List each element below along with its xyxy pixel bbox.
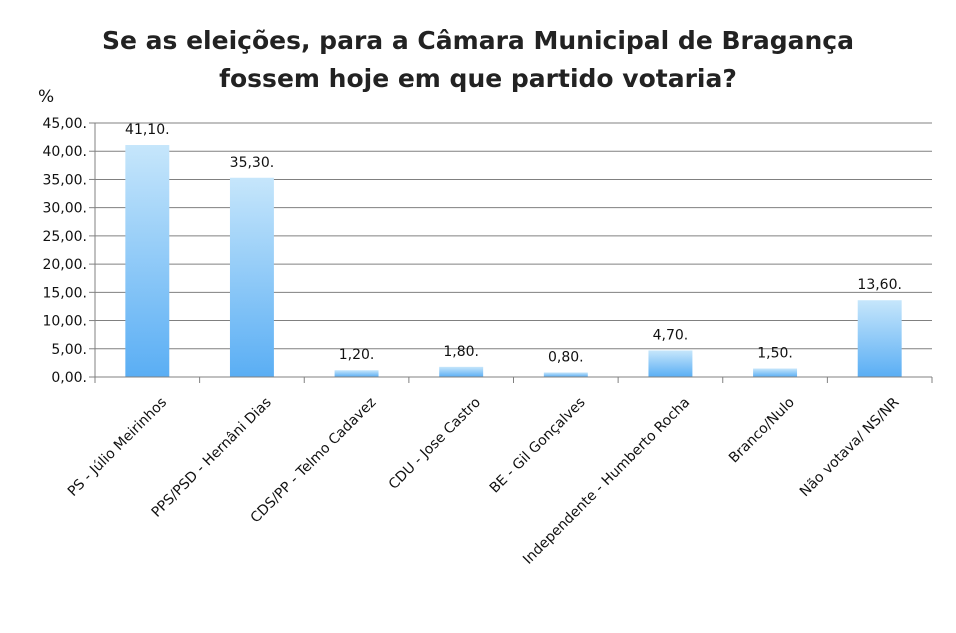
data-label: 41,10. [125, 122, 170, 138]
data-label: 1,80. [443, 344, 479, 360]
chart-title-line-2: fossem hoje em que partido votaria? [219, 64, 737, 93]
data-label: 4,70. [653, 327, 689, 343]
data-label: 0,80. [548, 349, 584, 365]
data-label: 35,30. [230, 155, 275, 171]
data-label: 13,60. [857, 277, 902, 293]
y-tick-label: 45,00. [42, 116, 87, 132]
y-tick-label: 20,00. [42, 257, 87, 273]
y-tick-label: 5,00. [51, 342, 87, 358]
axes [89, 122, 933, 383]
x-tick-label: PPS/PSD - Hernâni Dias [149, 395, 275, 521]
bar [439, 366, 484, 377]
chart-title-line-1: Se as eleições, para a Câmara Municipal … [101, 26, 854, 55]
chart-title: Se as eleições, para a Câmara Municipal … [0, 22, 956, 98]
labels: 0,00. 5,00. 10,00. 15,00. 20,00. 25,00. 30,00.… [42, 116, 902, 568]
y-tick-label: 40,00. [42, 144, 87, 160]
bar [125, 145, 170, 377]
x-tick-label: Independente - Humberto Rocha [520, 395, 693, 568]
x-tick-label: Não votava/ NS/NR [797, 394, 903, 500]
bar [229, 177, 274, 377]
y-axis-unit-label: % [38, 87, 54, 107]
y-tick-label: 25,00. [42, 229, 87, 245]
x-tick-label: Branco/Nulo [726, 395, 798, 467]
bar [543, 372, 588, 377]
y-tick-label: 35,00. [42, 172, 87, 188]
bar [648, 350, 693, 377]
bar [857, 300, 902, 377]
bars [125, 145, 902, 377]
y-tick-label: 0,00. [51, 370, 87, 386]
y-tick-label: 15,00. [42, 285, 87, 301]
data-label: 1,20. [339, 347, 375, 363]
x-tick-label: BE - Gil Gonçalves [487, 395, 589, 497]
data-label: 1,50. [757, 346, 793, 362]
gridlines [95, 122, 932, 350]
y-tick-label: 30,00. [42, 201, 87, 217]
x-tick-label: PS - Júlio Meirinhos [65, 395, 170, 500]
x-tick-label: CDS/PP - Telmo Cadavez [248, 395, 380, 527]
bar [753, 368, 798, 377]
bar [334, 370, 379, 377]
x-tick-label: CDU - Jose Castro [386, 395, 484, 493]
y-tick-label: 10,00. [42, 314, 87, 330]
